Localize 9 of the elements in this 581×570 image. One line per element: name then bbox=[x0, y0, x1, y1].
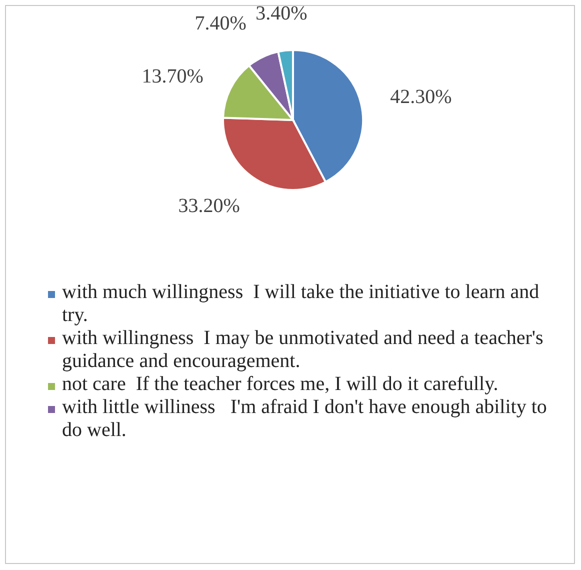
data-label: 33.20% bbox=[178, 194, 240, 217]
data-label: 42.30% bbox=[390, 86, 452, 108]
legend-label: with willingness I may be unmotivated and need a teacher's guidance and encouragement. bbox=[62, 327, 544, 372]
legend-label: not care If the teacher forces me, I will do it carefully. bbox=[62, 373, 498, 395]
data-label: 7.40% bbox=[194, 12, 246, 35]
data-label: 3.40% bbox=[256, 2, 308, 25]
data-label: 13.70% bbox=[142, 65, 204, 88]
legend-label: with little williness I'm afraid I don't have enough ability to do well. bbox=[62, 396, 547, 441]
legend-label: with much willingness I will take the initiative to learn and try. bbox=[62, 281, 540, 326]
